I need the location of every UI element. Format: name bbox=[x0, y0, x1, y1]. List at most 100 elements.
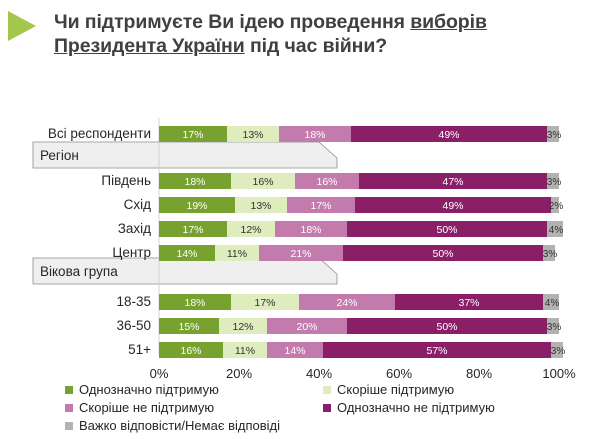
title-part-1: Чи підтримуєте Ви ідею проведення bbox=[54, 11, 411, 33]
data-label-3-series-5: 2% bbox=[549, 201, 564, 212]
category-label-4: Захід bbox=[118, 221, 151, 236]
bar-3-series-5 bbox=[551, 197, 559, 213]
data-label-6-series-3: 24% bbox=[336, 297, 357, 309]
data-label-4-series-5: 4% bbox=[549, 225, 564, 236]
data-label-7-series-2: 12% bbox=[232, 321, 253, 333]
data-label-1-series-5: 3% bbox=[547, 130, 562, 141]
bar-4-series-1 bbox=[159, 221, 227, 237]
bar-2-series-2 bbox=[231, 173, 295, 189]
category-label-3: Схід bbox=[124, 197, 151, 212]
title-part-2: під час війни? bbox=[244, 35, 388, 57]
data-label-3-series-1: 19% bbox=[186, 200, 207, 212]
bar-2-series-3 bbox=[295, 173, 359, 189]
data-label-7-series-1: 15% bbox=[178, 321, 199, 333]
bar-4-series-2 bbox=[227, 221, 275, 237]
data-label-1-series-2: 13% bbox=[242, 129, 263, 141]
bar-6-series-3 bbox=[299, 294, 395, 310]
data-label-3-series-3: 17% bbox=[310, 200, 331, 212]
category-label-6: 18-35 bbox=[116, 294, 151, 309]
page-title: Чи підтримуєте Ви ідею проведення виборі… bbox=[54, 10, 599, 58]
bar-3-series-3 bbox=[287, 197, 355, 213]
bar-7-series-1 bbox=[159, 318, 219, 334]
bar-6-series-1 bbox=[159, 294, 231, 310]
bar-5-series-1 bbox=[159, 245, 215, 261]
data-label-2-series-3: 16% bbox=[316, 176, 337, 188]
data-label-6-series-4: 37% bbox=[458, 297, 479, 309]
bar-8-series-3 bbox=[267, 342, 323, 358]
bar-1-series-5 bbox=[547, 126, 559, 142]
data-label-7-series-5: 3% bbox=[547, 322, 562, 333]
bar-5-series-2 bbox=[215, 245, 259, 261]
title-underline-2: Президента України bbox=[54, 35, 245, 57]
bar-8-series-5 bbox=[551, 342, 563, 358]
data-label-4-series-3: 18% bbox=[300, 224, 321, 236]
data-label-1-series-1: 17% bbox=[182, 129, 203, 141]
bar-6-series-5 bbox=[543, 294, 559, 310]
bar-2-series-5 bbox=[547, 173, 559, 189]
group-label-2: Вікова група bbox=[40, 264, 118, 279]
bar-1-series-4 bbox=[351, 126, 547, 142]
data-label-5-series-2: 11% bbox=[227, 248, 247, 260]
bar-8-series-2 bbox=[223, 342, 267, 358]
x-tick-label-3: 40% bbox=[306, 366, 332, 381]
bar-6-series-2 bbox=[231, 294, 299, 310]
bar-6-series-4 bbox=[395, 294, 543, 310]
bar-7-series-5 bbox=[547, 318, 559, 334]
data-label-5-series-4: 50% bbox=[432, 248, 453, 260]
data-label-8-series-3: 14% bbox=[284, 345, 305, 357]
bar-5-series-3 bbox=[259, 245, 343, 261]
data-label-1-series-4: 49% bbox=[438, 129, 459, 141]
bar-2-series-1 bbox=[159, 173, 231, 189]
category-label-1: Всі респонденти bbox=[48, 126, 151, 141]
data-label-8-series-4: 57% bbox=[426, 345, 447, 357]
bar-2-series-4 bbox=[359, 173, 547, 189]
bar-3-series-2 bbox=[235, 197, 287, 213]
data-label-2-series-4: 47% bbox=[442, 176, 463, 188]
group-label-1: Регіон bbox=[40, 148, 79, 163]
category-label-7: 36-50 bbox=[116, 318, 151, 333]
data-label-6-series-2: 17% bbox=[254, 297, 275, 309]
bar-4-series-5 bbox=[547, 221, 563, 237]
bar-1-series-3 bbox=[279, 126, 351, 142]
category-label-5: Центр bbox=[112, 245, 151, 260]
bar-7-series-2 bbox=[219, 318, 267, 334]
x-tick-label-1: 0% bbox=[150, 366, 169, 381]
bar-7-series-3 bbox=[267, 318, 347, 334]
category-label-8: 51+ bbox=[128, 342, 151, 357]
title-arrow-shape bbox=[8, 11, 36, 41]
data-label-4-series-2: 12% bbox=[240, 224, 261, 236]
data-label-5-series-5: 3% bbox=[543, 249, 558, 260]
x-tick-label-2: 20% bbox=[226, 366, 252, 381]
x-tick-label-6: 100% bbox=[542, 366, 576, 381]
bar-3-series-1 bbox=[159, 197, 235, 213]
bar-1-series-2 bbox=[227, 126, 279, 142]
data-label-4-series-4: 50% bbox=[436, 224, 457, 236]
title-arrow-icon bbox=[8, 11, 36, 41]
bar-1-series-1 bbox=[159, 126, 227, 142]
bar-3-series-4 bbox=[355, 197, 551, 213]
data-label-2-series-2: 16% bbox=[252, 176, 273, 188]
bar-4-series-3 bbox=[275, 221, 347, 237]
data-label-7-series-3: 20% bbox=[296, 321, 317, 333]
data-label-8-series-1: 16% bbox=[180, 345, 201, 357]
bar-8-series-4 bbox=[323, 342, 551, 358]
data-label-1-series-3: 18% bbox=[304, 129, 325, 141]
bar-7-series-4 bbox=[347, 318, 547, 334]
title-underline-1: виборів bbox=[410, 11, 487, 33]
x-tick-label-4: 60% bbox=[386, 366, 412, 381]
x-tick-label-5: 80% bbox=[466, 366, 492, 381]
bar-4-series-4 bbox=[347, 221, 547, 237]
data-label-2-series-5: 3% bbox=[547, 177, 562, 188]
bar-5-series-4 bbox=[343, 245, 543, 261]
data-label-6-series-5: 4% bbox=[545, 298, 560, 309]
data-label-8-series-2: 11% bbox=[235, 345, 255, 357]
data-label-3-series-4: 49% bbox=[442, 200, 463, 212]
data-label-6-series-1: 18% bbox=[184, 297, 205, 309]
data-label-8-series-5: 3% bbox=[551, 346, 566, 357]
data-label-2-series-1: 18% bbox=[184, 176, 205, 188]
bar-5-series-5 bbox=[543, 245, 555, 261]
data-label-5-series-3: 21% bbox=[290, 248, 311, 260]
data-label-3-series-2: 13% bbox=[250, 200, 271, 212]
bar-8-series-1 bbox=[159, 342, 223, 358]
